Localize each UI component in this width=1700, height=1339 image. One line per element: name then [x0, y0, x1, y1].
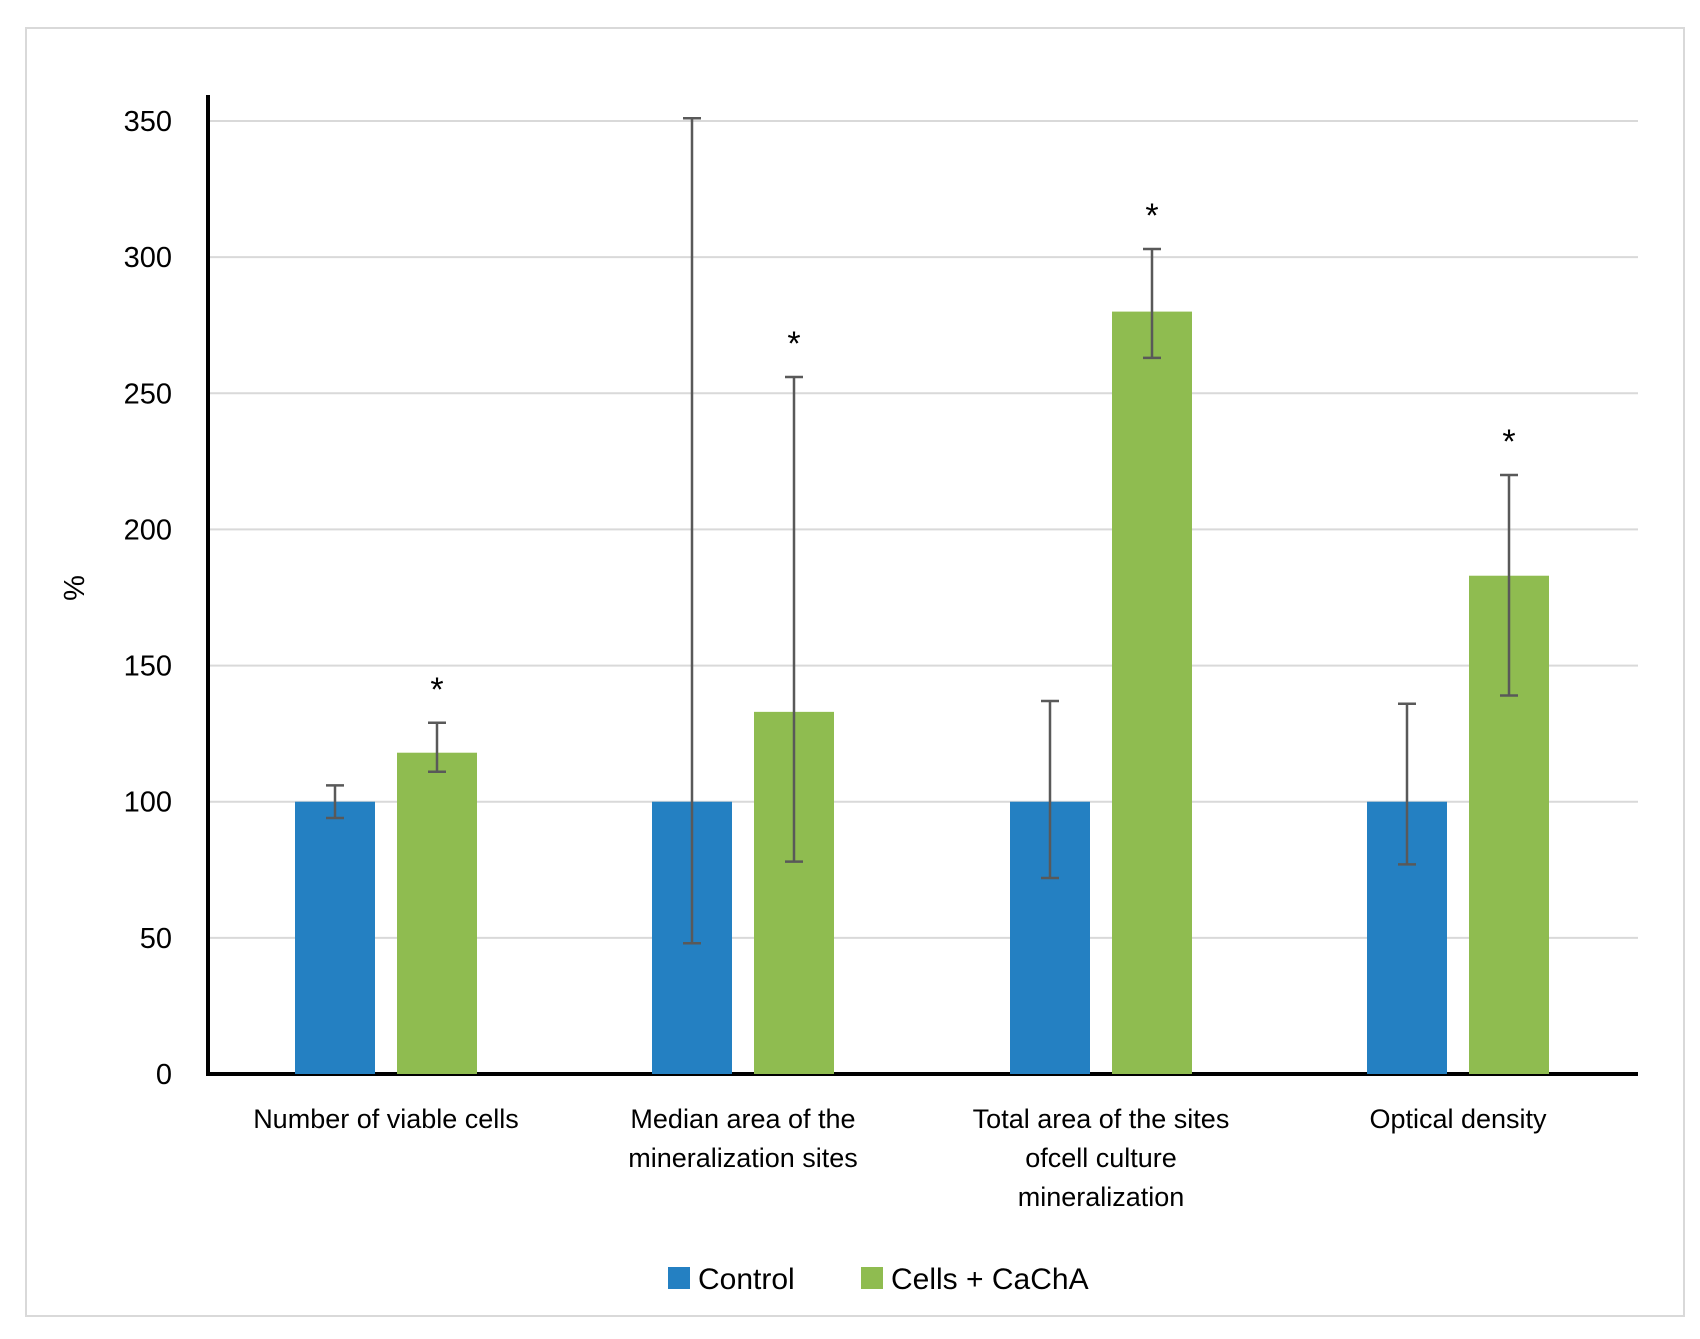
significance-marker: *	[787, 325, 800, 363]
y-tick-label: 300	[124, 242, 172, 274]
bar-cells-cacha[interactable]	[397, 752, 477, 1074]
x-category-label: ofcell culture	[1025, 1143, 1177, 1173]
significance-marker: *	[1502, 423, 1515, 461]
x-category-label: Optical density	[1369, 1104, 1547, 1134]
y-tick-label: 50	[140, 923, 172, 955]
legend-swatch-control[interactable]	[668, 1267, 690, 1289]
bar-control[interactable]	[295, 801, 375, 1074]
y-tick-label: 100	[124, 787, 172, 819]
y-tick-label: 350	[124, 106, 172, 138]
y-tick-label: 150	[124, 651, 172, 683]
x-category-label: mineralization sites	[628, 1143, 858, 1173]
x-category-label: Total area of the sites	[973, 1104, 1230, 1134]
x-category-label: mineralization	[1018, 1182, 1185, 1212]
y-tick-label: 0	[156, 1059, 172, 1091]
y-tick-label: 200	[124, 514, 172, 546]
significance-marker: *	[430, 671, 443, 709]
y-tick-label: 250	[124, 378, 172, 410]
y-axis-title: %	[59, 575, 91, 601]
bar-cells-cacha[interactable]	[1112, 311, 1192, 1075]
legend-label-cells-cacha[interactable]: Cells + CaChA	[891, 1263, 1089, 1296]
legend-label-control[interactable]: Control	[698, 1263, 795, 1296]
significance-marker: *	[1145, 197, 1158, 235]
x-category-label: Median area of the	[630, 1104, 855, 1134]
chart-frame	[25, 27, 1685, 1317]
legend-swatch-cells-cacha[interactable]	[861, 1267, 883, 1289]
x-category-label: Number of viable cells	[253, 1104, 519, 1134]
